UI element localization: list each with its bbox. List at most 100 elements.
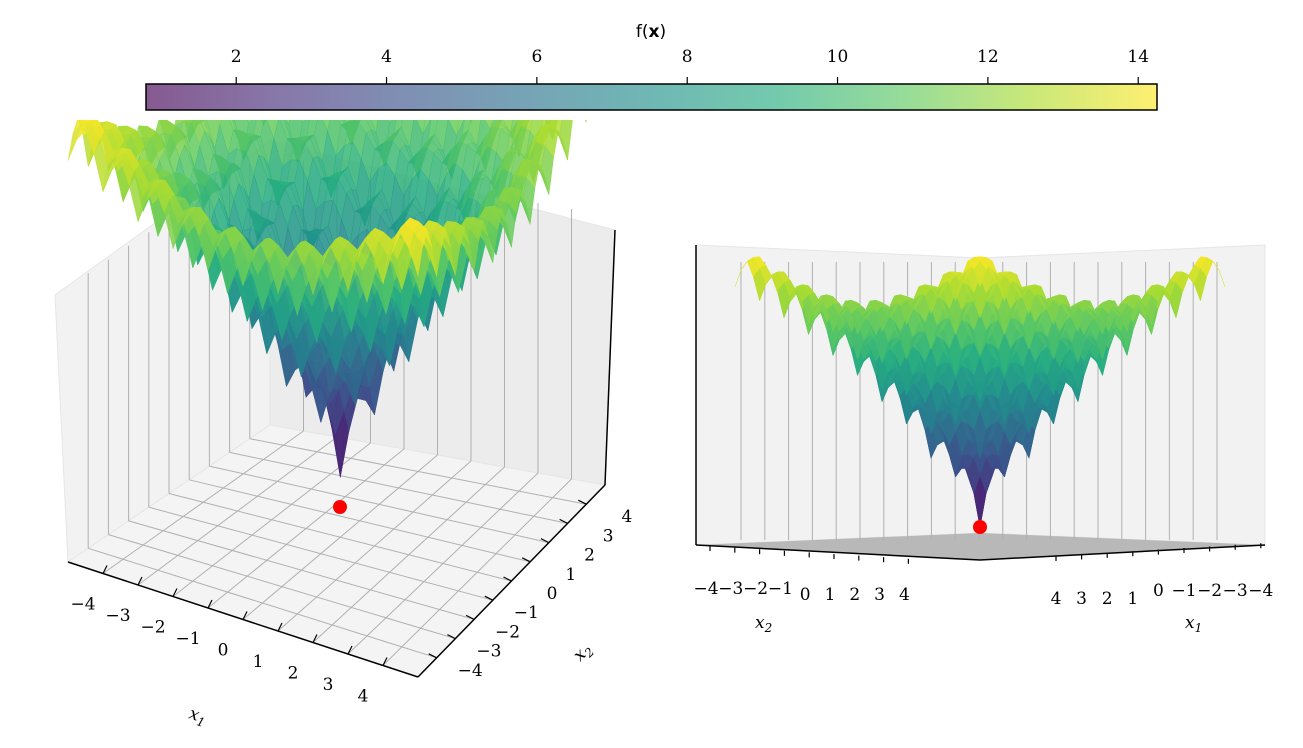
left-surface-facet <box>245 27 258 57</box>
left-x1-ticks: −4 −3 −2 −1 0 1 2 3 4 <box>70 565 388 707</box>
left-surface-facet <box>248 24 262 27</box>
left-surface-facet <box>349 39 362 62</box>
left-surface-facet <box>292 36 305 67</box>
left-surface-facet <box>297 19 310 40</box>
colorbar-ticks: 2 4 6 8 10 12 14 <box>231 47 1149 84</box>
left-surface-facet <box>307 15 320 27</box>
left-x2-tick-mark <box>447 634 456 640</box>
left-surface-facet <box>340 39 353 51</box>
colorbar-tick-label: 12 <box>977 47 999 67</box>
left-surface-facet <box>315 15 328 39</box>
left-x2-tick-mark <box>559 518 568 524</box>
left-surface-facet <box>294 19 307 31</box>
left-surface-facet <box>300 36 313 82</box>
left-surface-facet <box>268 59 282 88</box>
colorbar-tick-label: 6 <box>531 47 542 67</box>
left-surface-facet <box>289 19 302 50</box>
left-surface-facet <box>243 25 257 44</box>
colorbar-title: f(x) <box>636 22 666 42</box>
left-surface-facet <box>305 19 318 54</box>
left-x2-tick-label: 1 <box>565 565 576 585</box>
left-surface-facet <box>550 57 563 71</box>
left-surface-facet <box>257 24 270 43</box>
left-surface-facet <box>575 44 588 65</box>
right-x1-tick-label: −2 <box>1197 581 1222 601</box>
left-surface-facet <box>566 48 579 80</box>
right-x2-tick-label: −1 <box>768 579 793 599</box>
left-surface-facet <box>409 231 423 276</box>
left-x2-tick-mark <box>578 499 587 505</box>
colorbar-tick-label: 4 <box>381 47 392 67</box>
left-x2-label: x2 <box>569 639 597 667</box>
left-surface-facet <box>585 120 587 123</box>
colorbar-tick-label: 2 <box>231 47 242 67</box>
left-surface-facet <box>270 43 284 88</box>
left-surface-facet <box>512 70 525 79</box>
right-x1-ticks: 4 3 2 1 0 −1 −2 −3 −4 <box>1051 543 1273 609</box>
left-x1-tick-label: 2 <box>288 664 299 684</box>
left-x2-tick-label: 0 <box>547 584 558 604</box>
left-surface-facet <box>260 0 273 3</box>
left-x1-tick-label: −3 <box>105 606 130 626</box>
left-surface-facet <box>299 19 312 49</box>
left-surface-facet <box>273 0 287 1</box>
left-surface-facet <box>277 0 290 6</box>
left-surface-facet <box>285 5 298 31</box>
left-floor-gridline <box>249 438 587 505</box>
colorbar-tick-label: 8 <box>682 47 693 67</box>
left-surface-facet <box>319 32 332 56</box>
left-floor-gridline <box>209 465 550 544</box>
right-x1-axis <box>979 544 1266 561</box>
left-x2-tick-mark <box>484 595 494 601</box>
left-surface-facet <box>282 0 295 14</box>
left-surface-facet <box>260 42 273 88</box>
left-surface-facet <box>290 57 303 76</box>
left-surface-facet <box>579 44 592 51</box>
right-floor-pane <box>696 533 1265 560</box>
right-surface-facet <box>973 260 987 288</box>
left-floor-gridline <box>382 478 572 666</box>
left-surface-facet <box>344 40 357 58</box>
left-surface-facet <box>571 44 584 58</box>
left-x1-tick-mark <box>347 645 353 655</box>
left-x2-tick-label: −4 <box>458 661 483 681</box>
left-surface-facet <box>352 56 365 79</box>
right-x1-tick-label: −4 <box>1248 581 1273 601</box>
right-x2-tick-label: 4 <box>899 585 910 605</box>
left-surface-facet <box>314 32 327 78</box>
right-x2-tick-label: 0 <box>800 585 811 605</box>
left-x1-tick-label: 4 <box>358 687 369 707</box>
left-surface-facet <box>280 5 293 50</box>
left-x1-tick-mark <box>102 565 108 574</box>
right-x1-tick-label: 3 <box>1076 589 1087 609</box>
left-surface-facet <box>324 32 337 74</box>
left-x2-tick-label: −1 <box>514 603 539 623</box>
left-floor-gridline <box>312 466 505 643</box>
left-surface-facet <box>287 57 300 67</box>
left-surface-facet <box>583 50 596 84</box>
left-x2-tick-label: −2 <box>495 622 520 642</box>
left-surface-facet <box>253 24 266 36</box>
right-surface <box>734 256 1226 528</box>
left-floor-gridline <box>229 451 568 524</box>
right-x1-tick-label: 1 <box>1127 589 1138 609</box>
right-x2-tick-label: −4 <box>693 579 718 599</box>
left-x1-tick-mark <box>137 576 143 586</box>
left-surface-facet <box>403 74 416 85</box>
right-x1-tick-label: 0 <box>1153 581 1164 601</box>
left-surface-facet <box>332 44 345 73</box>
left-x1-tick-mark <box>382 657 388 666</box>
right-x1-tick-label: 2 <box>1102 589 1113 609</box>
left-floor-gridline <box>189 479 531 563</box>
left-x2-tick-mark <box>540 538 550 544</box>
right-x2-tick-label: 2 <box>849 585 860 605</box>
left-surface-facet <box>592 51 605 84</box>
left-x1-tick-mark <box>312 634 318 643</box>
left-x1-tick-mark <box>172 588 178 597</box>
left-surface-facet <box>275 25 289 88</box>
left-surface-facet <box>290 6 303 49</box>
left-surface-facet <box>247 42 261 88</box>
